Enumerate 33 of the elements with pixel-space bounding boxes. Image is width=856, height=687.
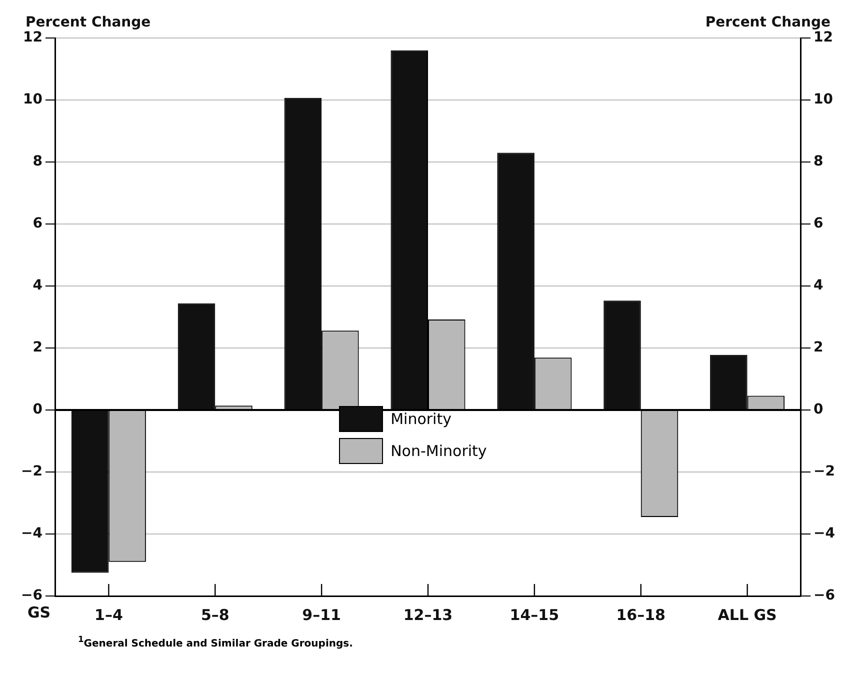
x-tick-label: 12–13 xyxy=(403,606,453,624)
y-tick-label: −2 xyxy=(20,464,42,480)
x-tick-label: 1–4 xyxy=(94,606,123,624)
y-tick-label: −6 xyxy=(20,588,42,604)
y-tick-label: 0 xyxy=(32,402,43,418)
y-tick-label: 8 xyxy=(32,154,42,170)
y-tick-label: −4 xyxy=(20,526,43,542)
text: $^{1}$General Schedule and Similar Grade Groupings. xyxy=(78,634,354,650)
x-tick-label: 16–18 xyxy=(616,606,666,624)
y2-tick-label: 2 xyxy=(814,340,824,356)
y2-tick-label: 0 xyxy=(814,402,824,418)
y2-tick-label: −6 xyxy=(814,588,836,604)
y2-tick-label: −2 xyxy=(814,464,836,480)
y2-tick-label: 12 xyxy=(814,30,834,46)
y-tick-label: 4 xyxy=(32,278,43,294)
legend-label: Non-Minority xyxy=(390,442,487,460)
y-tick-label: 2 xyxy=(32,340,42,356)
x-axis-title: GS xyxy=(27,603,51,622)
x-tick-label: 5–8 xyxy=(200,606,230,624)
y-tick-label: 12 xyxy=(22,30,42,46)
x-tick-label: 9–11 xyxy=(302,606,341,624)
y2-tick-label: 6 xyxy=(814,216,824,232)
y2-tick-label: −4 xyxy=(814,526,836,542)
y-tick-label: 10 xyxy=(22,92,43,108)
y-axis-title: Percent Change xyxy=(25,14,151,31)
y2-tick-label: 10 xyxy=(814,92,834,108)
x-tick-label: 14–15 xyxy=(510,606,560,624)
y-tick-label: 6 xyxy=(32,216,42,232)
y2-tick-label: 4 xyxy=(814,278,824,294)
y2-tick-label: 8 xyxy=(814,154,824,170)
legend-label: Minority xyxy=(390,410,452,428)
y2-axis-title: Percent Change xyxy=(705,14,831,31)
x-tick-label: ALL GS xyxy=(718,606,777,624)
